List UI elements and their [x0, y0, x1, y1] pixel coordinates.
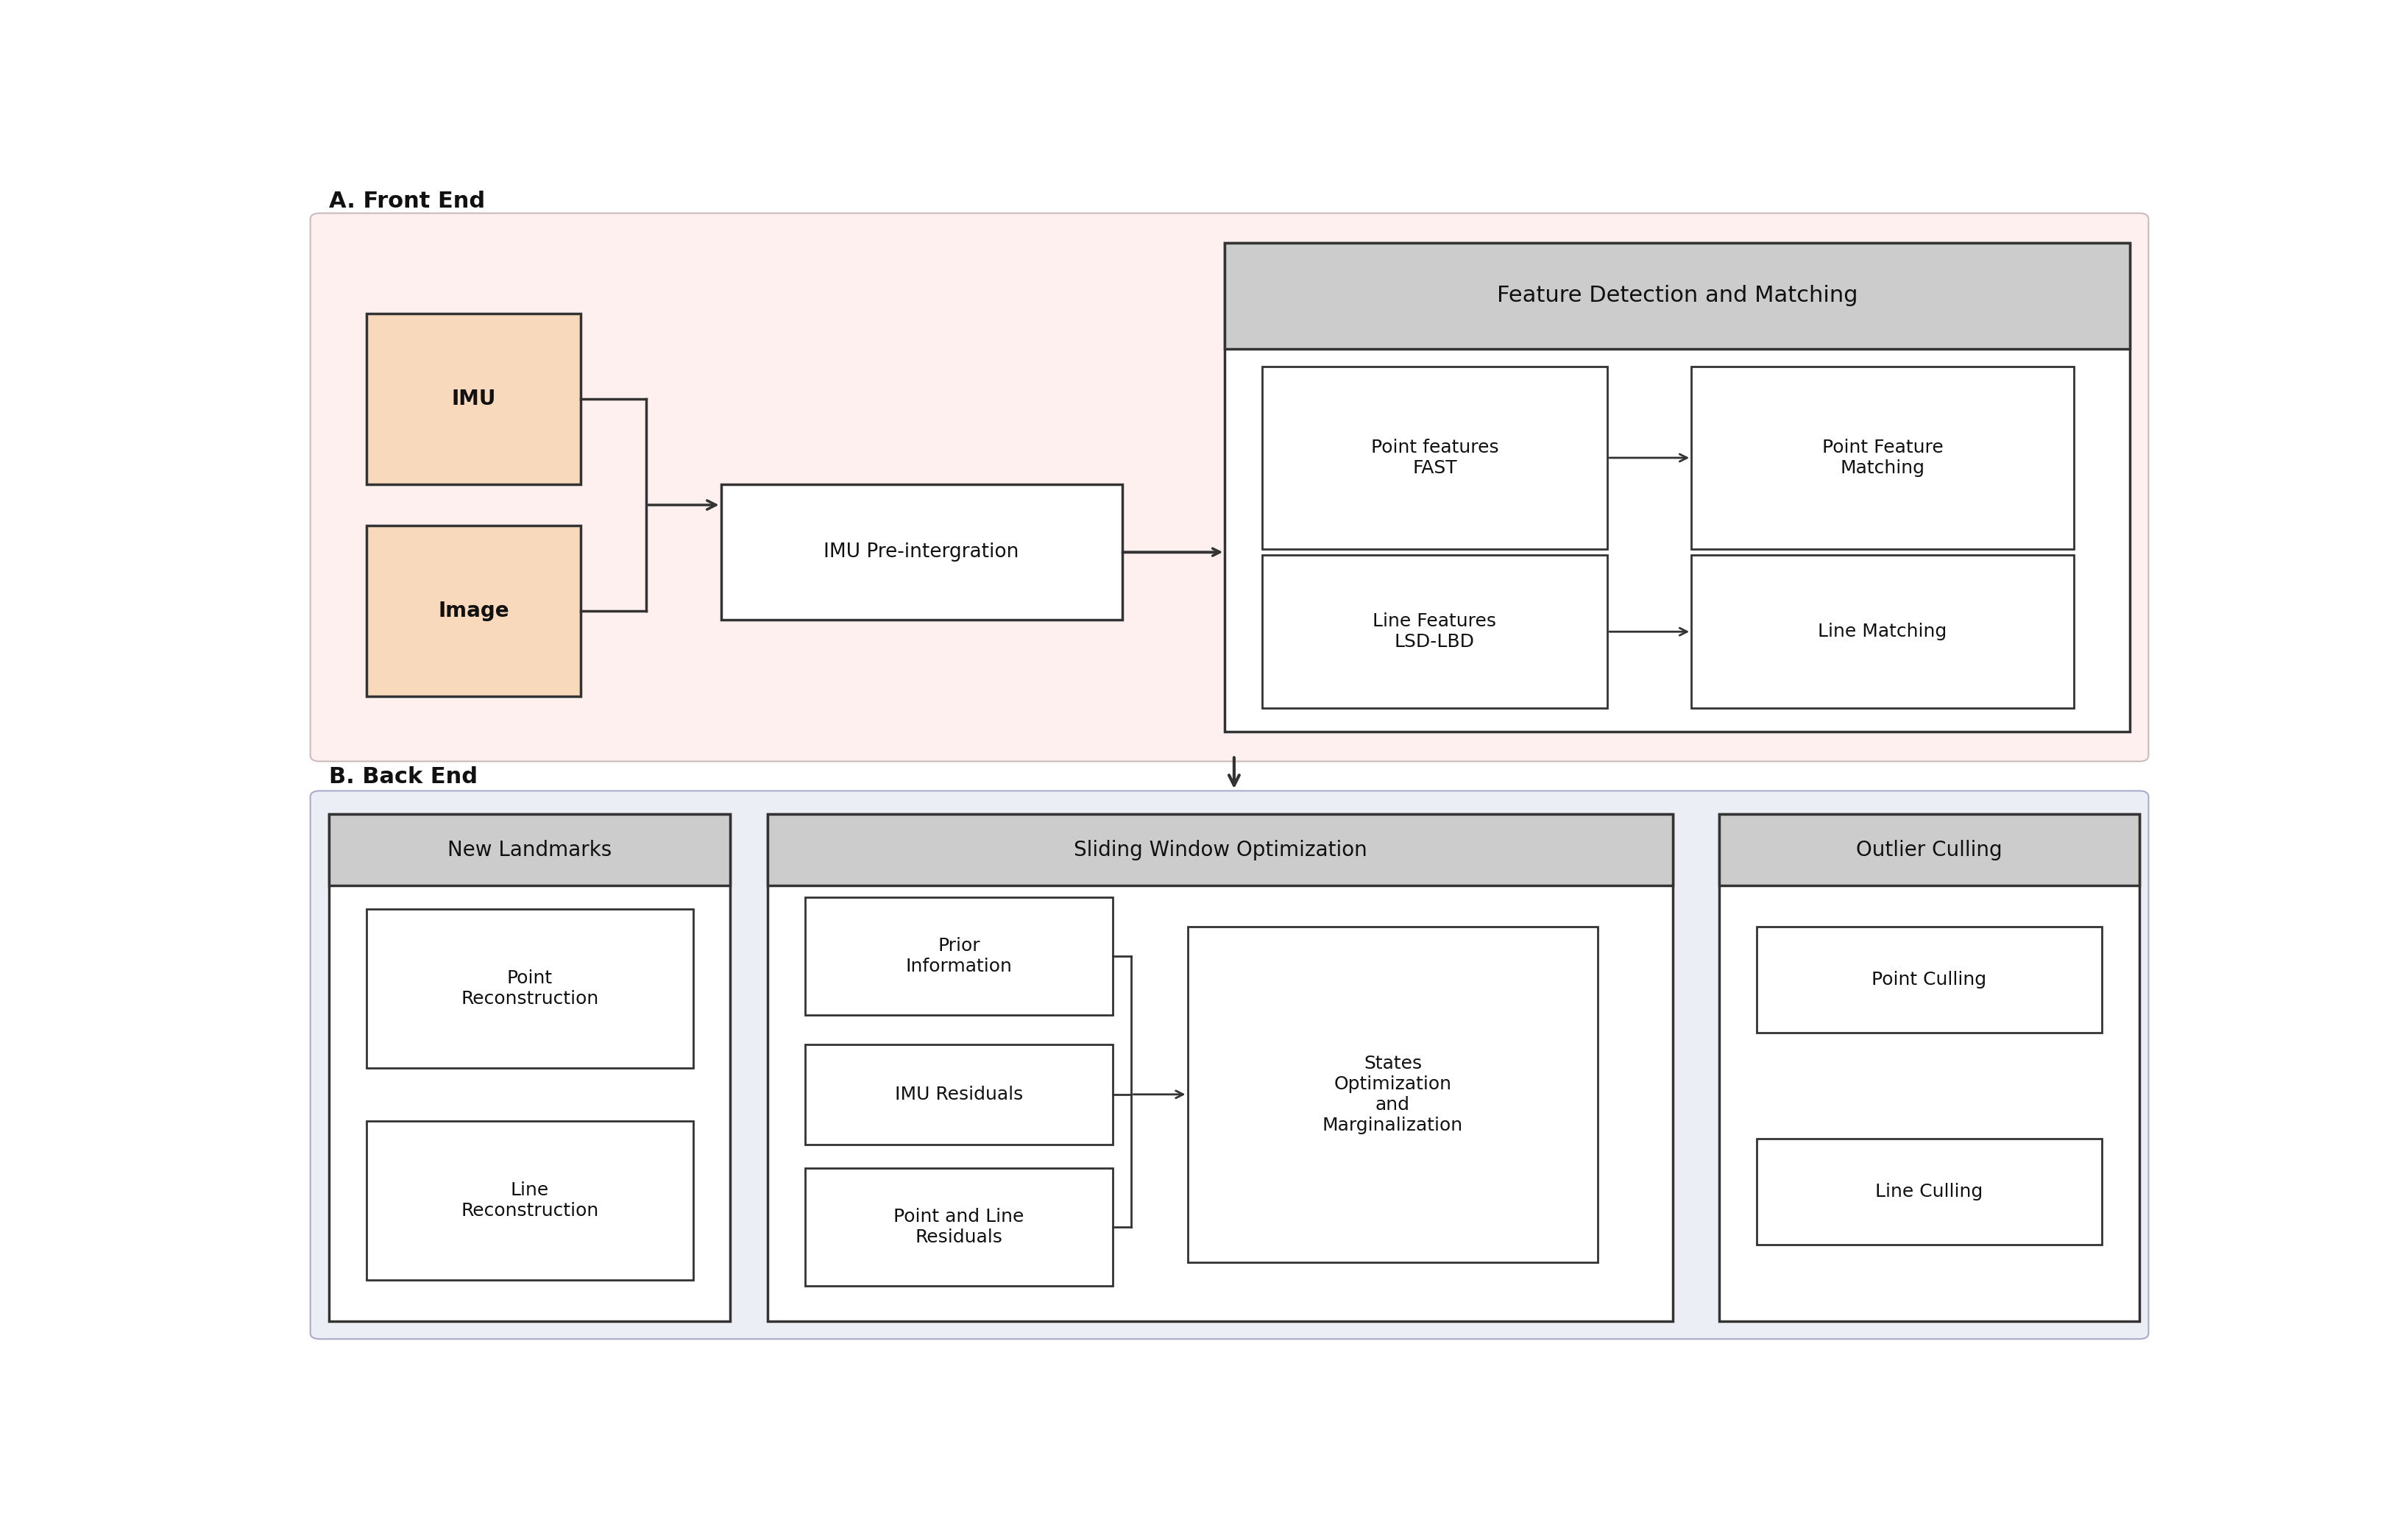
Bar: [366, 1121, 694, 1280]
Text: Point features
FAST: Point features FAST: [1370, 439, 1498, 476]
Text: New Landmarks: New Landmarks: [448, 839, 612, 860]
Bar: [1226, 242, 2129, 349]
Bar: [366, 525, 580, 697]
Text: Point and Line
Residuals: Point and Line Residuals: [893, 1208, 1023, 1246]
Bar: [366, 909, 694, 1069]
Bar: [1719, 814, 2138, 1321]
Text: Line Culling: Line Culling: [1876, 1183, 1984, 1200]
Text: B. Back End: B. Back End: [330, 766, 477, 787]
Bar: [720, 484, 1122, 620]
Bar: [366, 314, 580, 484]
Bar: [1262, 366, 1609, 550]
Text: Outlier Culling: Outlier Culling: [1857, 839, 2003, 860]
Bar: [330, 814, 730, 1321]
FancyBboxPatch shape: [311, 213, 2148, 761]
Bar: [1226, 242, 2129, 732]
Bar: [1719, 814, 2138, 885]
Bar: [1187, 926, 1599, 1263]
Bar: [1262, 556, 1609, 709]
Bar: [1758, 1139, 2102, 1245]
Text: Line Features
LSD-LBD: Line Features LSD-LBD: [1373, 612, 1495, 651]
Bar: [1690, 556, 2073, 709]
Text: Feature Detection and Matching: Feature Detection and Matching: [1498, 285, 1859, 306]
Bar: [804, 897, 1112, 1015]
Bar: [804, 1168, 1112, 1286]
Text: Line Matching: Line Matching: [1818, 623, 1948, 640]
Bar: [804, 1044, 1112, 1145]
Bar: [1758, 926, 2102, 1032]
Bar: [768, 814, 1674, 885]
Text: Point Feature
Matching: Point Feature Matching: [1823, 439, 1943, 476]
Text: A. Front End: A. Front End: [330, 191, 484, 213]
Text: Point
Reconstruction: Point Reconstruction: [460, 969, 600, 1007]
Text: Image: Image: [438, 600, 508, 622]
Bar: [330, 814, 730, 885]
Text: IMU Pre-intergration: IMU Pre-intergration: [824, 542, 1019, 562]
Bar: [1690, 366, 2073, 550]
Text: Point Culling: Point Culling: [1871, 971, 1987, 989]
Text: IMU: IMU: [450, 389, 496, 409]
FancyBboxPatch shape: [311, 792, 2148, 1340]
Text: Line
Reconstruction: Line Reconstruction: [460, 1182, 600, 1220]
Text: Sliding Window Optimization: Sliding Window Optimization: [1074, 839, 1368, 860]
Text: States
Optimization
and
Marginalization: States Optimization and Marginalization: [1322, 1055, 1464, 1134]
Bar: [768, 814, 1674, 1321]
Text: Prior
Information: Prior Information: [905, 937, 1011, 975]
Text: IMU Residuals: IMU Residuals: [896, 1085, 1023, 1104]
